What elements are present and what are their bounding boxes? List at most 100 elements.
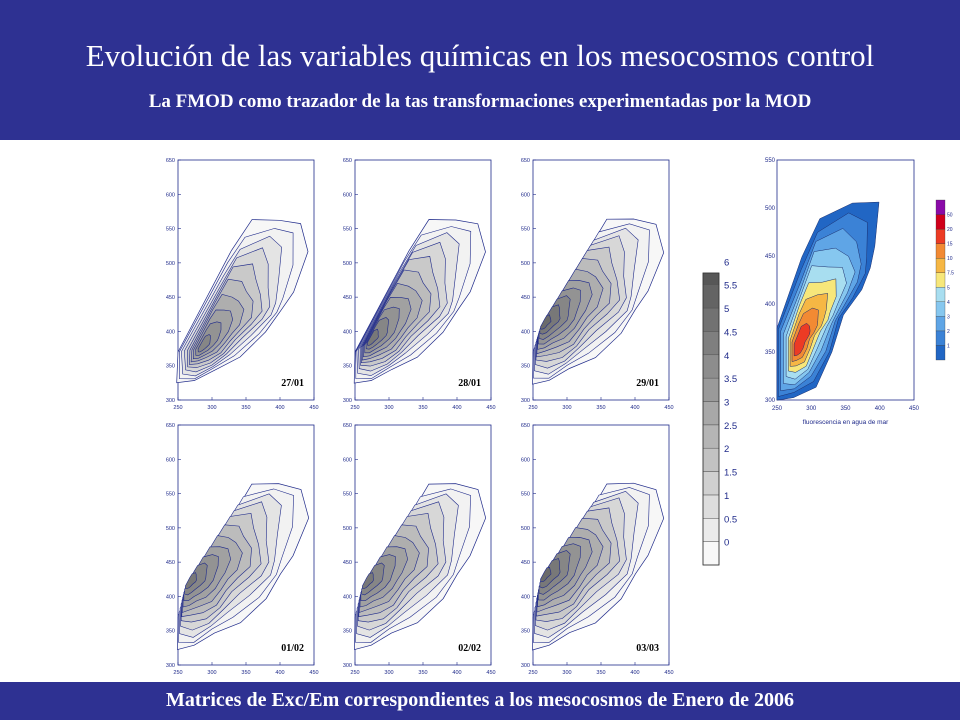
colorbar-tick-label: 2 bbox=[724, 444, 729, 455]
colorbar-swatch bbox=[702, 331, 720, 356]
color-contour-level bbox=[793, 322, 811, 357]
x-tick-label: 400 bbox=[875, 406, 886, 412]
x-tick-label: 450 bbox=[309, 405, 318, 411]
y-tick-label: 650 bbox=[166, 158, 175, 164]
x-tick-label: 250 bbox=[528, 670, 537, 676]
panel-date-label: 03/03 bbox=[636, 643, 659, 654]
eem-panel-29-01: 250 300 350 400 4503003504004505005506006502… bbox=[521, 158, 674, 411]
slide-caption: Matrices de Exc/Em correspondientes a lo… bbox=[165, 689, 795, 711]
y-tick-label: 350 bbox=[166, 629, 175, 635]
y-tick-label: 350 bbox=[166, 364, 175, 370]
y-tick-label: 500 bbox=[343, 526, 352, 532]
panel-date-label: 02/02 bbox=[458, 643, 481, 654]
colorbar-tick-label: 0.5 bbox=[724, 514, 737, 525]
contour-level bbox=[540, 314, 552, 330]
y-tick-label: 450 bbox=[166, 560, 175, 566]
x-tick-label: 300 bbox=[562, 670, 571, 676]
x-tick-label: 350 bbox=[241, 405, 250, 411]
contour-level bbox=[197, 334, 211, 353]
contour-level bbox=[540, 567, 552, 582]
y-tick-label: 350 bbox=[343, 629, 352, 635]
x-tick-label: 450 bbox=[309, 670, 318, 676]
y-tick-label: 550 bbox=[166, 492, 175, 498]
y-tick-label: 500 bbox=[166, 526, 175, 532]
y-tick-label: 400 bbox=[343, 594, 352, 600]
x-tick-label: 450 bbox=[486, 405, 495, 411]
x-tick-label: 450 bbox=[909, 406, 920, 412]
y-tick-label: 600 bbox=[343, 192, 352, 198]
x-tick-label: 350 bbox=[418, 670, 427, 676]
colorbar-tick-label: 4 bbox=[724, 351, 729, 362]
colorbar-swatch bbox=[702, 354, 720, 379]
x-tick-label: 250 bbox=[173, 670, 182, 676]
y-tick-label: 450 bbox=[521, 295, 530, 301]
y-tick-label: 550 bbox=[343, 492, 352, 498]
x-tick-label: 300 bbox=[384, 405, 393, 411]
colorbar-swatch bbox=[935, 345, 946, 361]
y-tick-label: 300 bbox=[521, 398, 530, 404]
colorbar-tick-label: 50 bbox=[947, 213, 953, 219]
y-tick-label: 450 bbox=[521, 560, 530, 566]
slide-subtitle: La FMOD como trazador de la tas transfor… bbox=[148, 91, 812, 112]
x-tick-label: 350 bbox=[596, 670, 605, 676]
y-tick-label: 300 bbox=[166, 398, 175, 404]
y-tick-label: 600 bbox=[166, 192, 175, 198]
x-tick-label: 400 bbox=[452, 670, 461, 676]
contour-level bbox=[362, 572, 374, 589]
eem-panel-03-03: 250 300 350 400 4503003504004505005506006500… bbox=[521, 423, 674, 676]
panel-date-label: 27/01 bbox=[281, 378, 304, 389]
panel-date-label: 29/01 bbox=[636, 378, 659, 389]
colorbar-tick-label: 7.5 bbox=[947, 271, 954, 277]
eem-panel-28-01: 250 300 350 400 4503003504004505005506006502… bbox=[343, 158, 496, 411]
x-tick-label: 350 bbox=[596, 405, 605, 411]
x-tick-label: 450 bbox=[664, 670, 673, 676]
x-tick-label: 400 bbox=[452, 405, 461, 411]
y-tick-label: 500 bbox=[521, 261, 530, 267]
color-colorbar: 1 2 3 4 5 7.5 10 15 20 50 bbox=[935, 199, 954, 361]
y-tick-label: 350 bbox=[521, 364, 530, 370]
x-tick-label: 300 bbox=[207, 405, 216, 411]
y-tick-label: 550 bbox=[166, 227, 175, 233]
colorbar-swatch bbox=[935, 243, 946, 259]
colorbar-swatch bbox=[702, 377, 720, 402]
y-tick-label: 500 bbox=[166, 261, 175, 267]
colorbar-swatch bbox=[935, 228, 946, 244]
x-tick-label: 300 bbox=[806, 406, 817, 412]
colorbar-tick-label: 3 bbox=[947, 314, 950, 320]
x-tick-label: 350 bbox=[840, 406, 851, 412]
y-tick-label: 300 bbox=[521, 663, 530, 669]
colorbar-tick-label: 5 bbox=[724, 304, 729, 315]
eem-panel-27-01: 250 300 350 400 4503003504004505005506006502… bbox=[166, 158, 319, 411]
contour-level bbox=[185, 572, 197, 589]
x-tick-label: 250 bbox=[350, 405, 359, 411]
colorbar-tick-label: 2.5 bbox=[724, 421, 737, 432]
y-tick-label: 350 bbox=[343, 364, 352, 370]
colorbar-swatch bbox=[702, 307, 720, 332]
colorbar-tick-label: 2 bbox=[947, 329, 950, 335]
colorbar-swatch bbox=[702, 471, 720, 496]
y-tick-label: 600 bbox=[343, 457, 352, 463]
eem-panel-02-02: 250 300 350 400 4503003504004505005506006500… bbox=[343, 423, 496, 676]
x-tick-label: 350 bbox=[241, 670, 250, 676]
panel-date-label: 28/01 bbox=[458, 378, 481, 389]
x-tick-label: 400 bbox=[630, 405, 639, 411]
y-tick-label: 450 bbox=[343, 295, 352, 301]
y-tick-label: 600 bbox=[521, 192, 530, 198]
colorbar-tick-label: 4.5 bbox=[724, 327, 737, 338]
eem-panel-01-02: 250 300 350 400 4503003504004505005506006500… bbox=[166, 423, 319, 676]
y-tick-label: 300 bbox=[765, 398, 776, 404]
x-tick-label: 400 bbox=[275, 670, 284, 676]
title-banner bbox=[0, 0, 960, 140]
y-tick-label: 350 bbox=[765, 350, 776, 356]
y-tick-label: 600 bbox=[521, 457, 530, 463]
y-tick-label: 450 bbox=[166, 295, 175, 301]
colorbar-tick-label: 4 bbox=[947, 300, 950, 306]
colorbar-swatch bbox=[935, 330, 946, 346]
y-tick-label: 400 bbox=[343, 329, 352, 335]
colorbar-tick-label: 1 bbox=[947, 343, 950, 349]
colorbar-tick-label: 3.5 bbox=[724, 374, 737, 385]
y-tick-label: 400 bbox=[166, 594, 175, 600]
y-tick-label: 300 bbox=[166, 663, 175, 669]
y-tick-label: 500 bbox=[343, 261, 352, 267]
colorbar-swatch bbox=[702, 284, 720, 309]
